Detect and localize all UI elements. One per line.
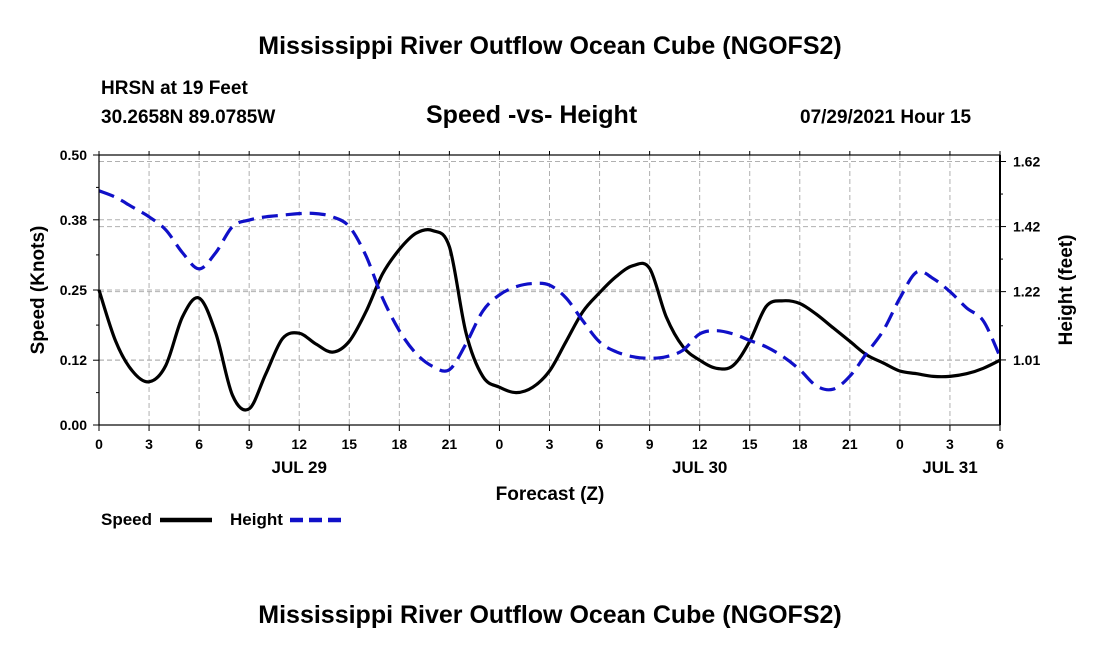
legend-height-label: Height [230,510,283,529]
height-series-line [98,189,1002,392]
series-layer [97,189,1002,412]
chart-title: Mississippi River Outflow Ocean Cube (NG… [258,32,842,60]
x-tick-label: 12 [692,436,708,452]
x-axis-label: Forecast (Z) [496,484,605,505]
station-label: HRSN at 19 Feet [101,78,248,99]
speed-series-line [97,228,1001,412]
legend: Speed Height [101,510,342,529]
x-tick-label: 18 [792,436,808,452]
x-tick-label: 15 [341,436,357,452]
x-tick-label: 0 [95,436,103,452]
y-tick-label: 0.00 [60,417,87,433]
axes: 0 3 6 9 12 15 18 21 0 3 6 9 12 15 18 21 0 3 6 JUL 29 JUL 30 J… [60,147,1041,477]
x-tick-label: 21 [842,436,858,452]
forecast-datetime: 07/29/2021 Hour 15 [800,107,972,128]
chart-subtitle: Speed -vs- Height [426,101,638,129]
x-tick-label: 18 [392,436,408,452]
x-tick-label: 6 [996,436,1004,452]
x-tick-label: 3 [946,436,954,452]
date-label: JUL 31 [922,458,977,477]
x-tick-label: 21 [442,436,458,452]
x-tick-label: 3 [546,436,554,452]
date-label: JUL 29 [271,458,326,477]
y2-tick-label: 1.22 [1013,284,1040,300]
station-coordinates: 30.2658N 89.0785W [101,107,276,128]
y-tick-label: 0.12 [60,352,87,368]
y-tick-label: 0.38 [60,212,87,228]
footer-title: Mississippi River Outflow Ocean Cube (NG… [258,601,842,629]
x-tick-label: 0 [496,436,504,452]
x-tick-label: 6 [596,436,604,452]
x-tick-label: 15 [742,436,758,452]
grid [99,155,1000,425]
x-tick-label: 3 [145,436,153,452]
x-tick-label: 6 [195,436,203,452]
x-tick-label: 12 [291,436,307,452]
x-tick-label: 0 [896,436,904,452]
y-tick-label: 0.50 [60,147,87,163]
y2-tick-label: 1.01 [1013,352,1040,368]
y-axis-label: Speed (Knots) [28,226,49,355]
x-tick-label: 9 [245,436,253,452]
y2-axis-label: Height (feet) [1056,235,1077,346]
legend-speed-label: Speed [101,510,152,529]
y-tick-label: 0.25 [60,282,87,298]
date-label: JUL 30 [672,458,727,477]
y2-tick-label: 1.42 [1013,219,1040,235]
x-tick-label: 9 [646,436,654,452]
y2-tick-label: 1.62 [1013,154,1040,170]
